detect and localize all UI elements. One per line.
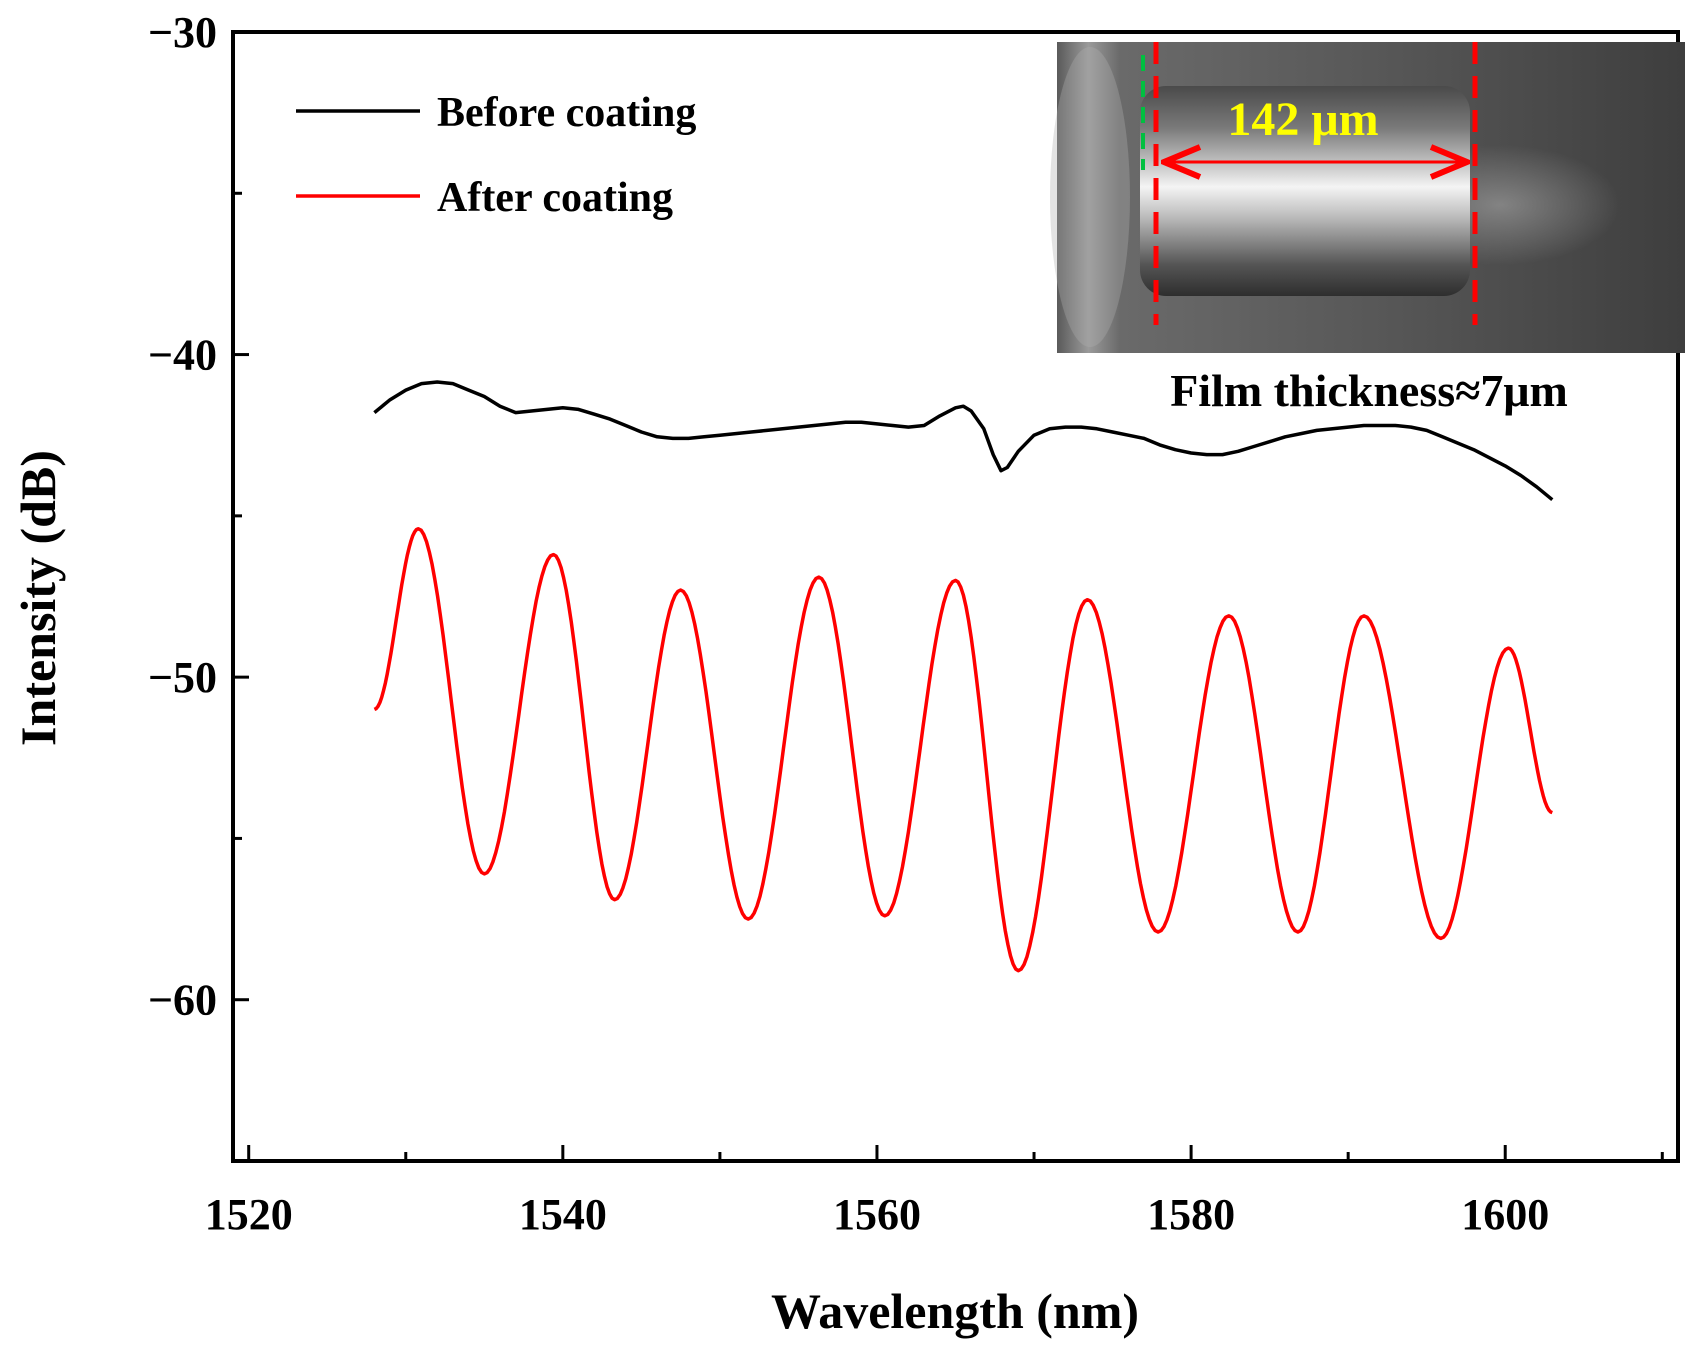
- plot-frame: [231, 30, 1680, 1163]
- series-line-after-coating: [373, 527, 1553, 973]
- y-tick-label: −40: [148, 331, 217, 380]
- inset-micrograph: 142 μm Film thickness≈7μm: [1050, 42, 1685, 416]
- x-tick-label: 1540: [519, 1190, 607, 1239]
- x-tick-label: 1520: [205, 1190, 293, 1239]
- axis-ticks: [233, 30, 1664, 1161]
- series-line-before-coating: [373, 380, 1554, 502]
- inset-fiber-end-glow: [1050, 47, 1130, 347]
- y-axis-title: Intensity (dB): [10, 450, 66, 746]
- x-tick-label: 1580: [1147, 1190, 1235, 1239]
- x-tick-label: 1600: [1461, 1190, 1549, 1239]
- legend-label-before-coating: Before coating: [437, 90, 696, 136]
- inset-fiber-body: [1140, 86, 1470, 296]
- y-tick-label: −50: [148, 653, 217, 702]
- x-axis-title: Wavelength (nm): [771, 1283, 1139, 1339]
- x-tick-label: 1560: [833, 1190, 921, 1239]
- inset-measurement-label: 142 μm: [1227, 93, 1378, 146]
- legend-label-after-coating: After coating: [437, 175, 673, 221]
- legend: Before coating After coating: [296, 90, 696, 221]
- inset-caption: Film thickness≈7μm: [1170, 365, 1568, 416]
- axis-tick-labels: 1520 1540 1560 1580 1600 −30 −40 −50 −60: [148, 8, 1549, 1239]
- y-tick-label: −30: [148, 8, 217, 57]
- y-tick-label: −60: [148, 976, 217, 1025]
